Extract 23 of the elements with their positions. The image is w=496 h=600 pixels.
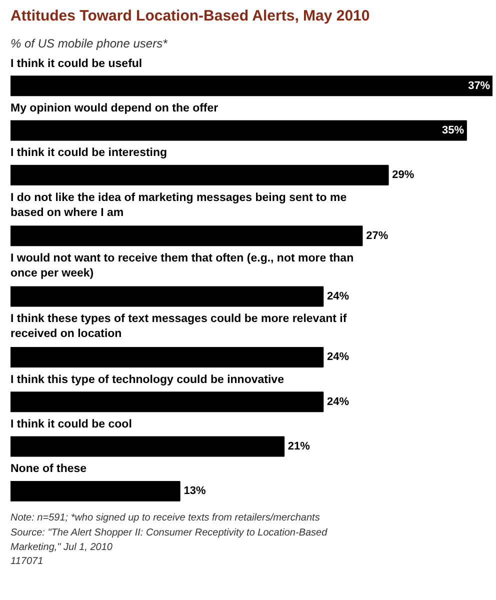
text: 117071 [10, 556, 44, 568]
data-label: 24% [327, 396, 350, 408]
y-tick-label: I think it could be cool [10, 418, 132, 430]
y-tick-label: I do not like the idea of marketing messages being sent to me based on where I am [10, 192, 347, 219]
data-label: 35% [442, 124, 464, 136]
source-note: Source: "The Alert Shopper II: Consumer Receptivity to Location-Based Marketing," Jul 1, 2010 [10, 527, 328, 554]
data-label: 21% [288, 440, 310, 453]
y-tick-label: I think it could be interesting [10, 147, 168, 160]
y-tick-label: I think this type of technology could be innovative [10, 374, 284, 386]
data-label: 29% [392, 169, 414, 182]
data-label: 27% [366, 230, 388, 242]
data-label: 13% [184, 485, 206, 498]
chart-title: Attitudes Toward Location-Based Alerts, May 2010 [10, 8, 370, 24]
data-label: 24% [327, 351, 350, 364]
data-label: 37% [468, 80, 490, 92]
y-tick-label: None of these [10, 463, 87, 476]
y-tick-label: I think it could be useful [10, 58, 142, 70]
y-tick-label: I would not want to receive them that often (e.g., not more than once per week) [10, 252, 354, 280]
chart-subtitle: % of US mobile phone users* [10, 36, 168, 50]
annotation: Note: n=591; *who signed up to receive texts from retailers/merchants [10, 512, 320, 524]
y-tick-label: My opinion would depend on the offer [10, 102, 219, 114]
data-label: 24% [327, 290, 350, 303]
y-tick-label: I think these types of text messages could be more relevant if received on location [10, 313, 347, 340]
